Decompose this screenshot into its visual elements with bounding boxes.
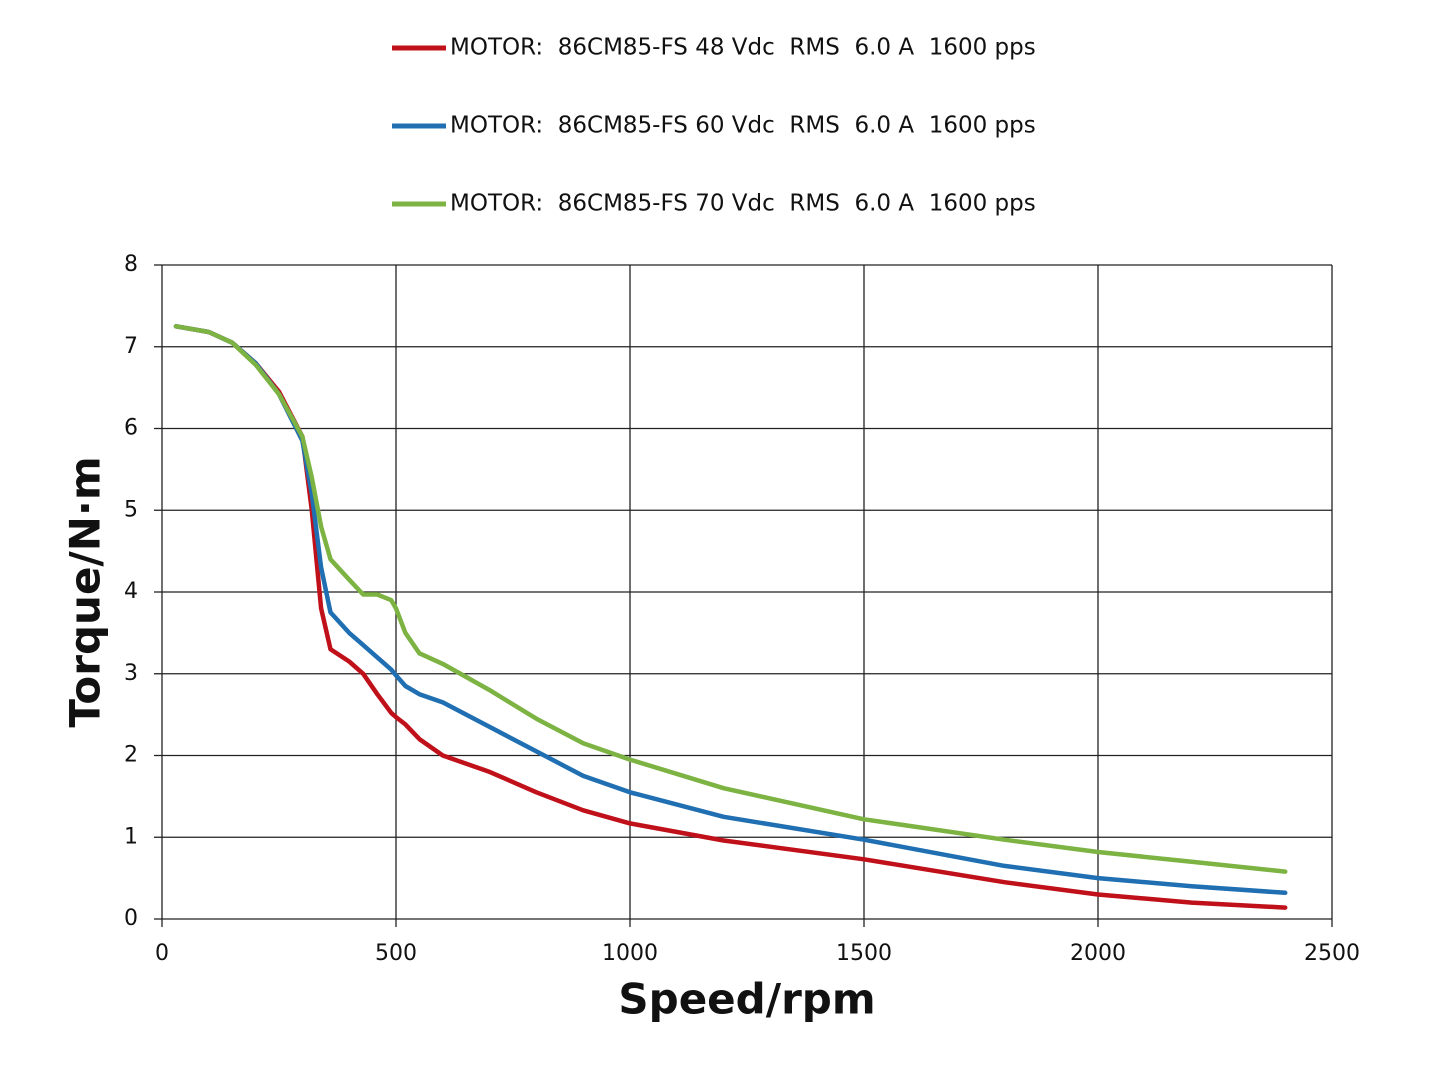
legend-label: MOTOR: 86CM85-FS 70 Vdc RMS 6.0 A 1600 p…	[450, 191, 1036, 217]
series-line	[173, 324, 1288, 874]
x-tick-label: 1500	[836, 941, 892, 966]
x-tick-label: 500	[375, 941, 417, 966]
x-tick-label: 2000	[1070, 941, 1126, 966]
y-tick-label: 6	[124, 416, 138, 441]
y-tick-label: 3	[124, 661, 138, 686]
x-tick-label: 1000	[602, 941, 658, 966]
y-tick-label: 7	[124, 334, 138, 359]
y-tick-label: 2	[124, 743, 138, 768]
x-tick-label: 0	[155, 941, 169, 966]
legend-label: MOTOR: 86CM85-FS 48 Vdc RMS 6.0 A 1600 p…	[450, 35, 1036, 61]
y-tick-label: 8	[124, 252, 138, 277]
x-axis-title: Speed/rpm	[618, 975, 875, 1024]
y-tick-label: 0	[124, 906, 138, 931]
y-axis-title: Torque/N·m	[61, 456, 110, 727]
y-tick-label: 1	[124, 824, 138, 849]
legend-label: MOTOR: 86CM85-FS 60 Vdc RMS 6.0 A 1600 p…	[450, 113, 1036, 139]
y-tick-label: 4	[124, 579, 138, 604]
y-tick-label: 5	[124, 497, 138, 522]
x-tick-label: 2500	[1304, 941, 1360, 966]
